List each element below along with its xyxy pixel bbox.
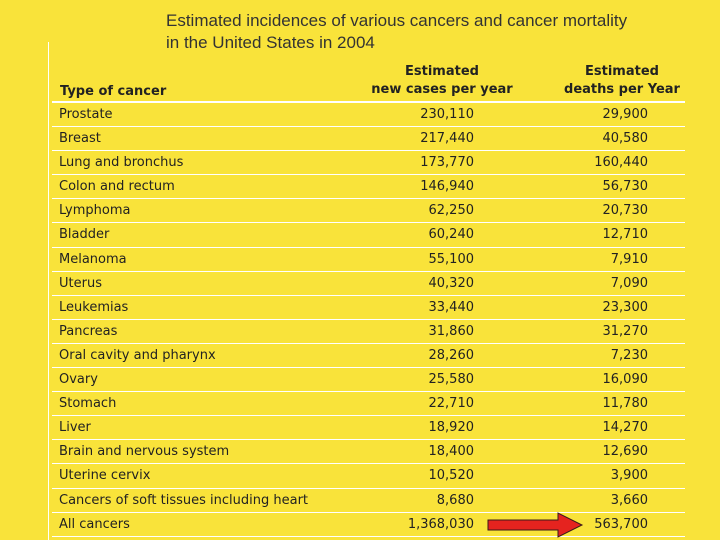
cases-cell: 25,580 (428, 372, 475, 388)
cases-cell: 62,250 (428, 203, 475, 219)
deaths-cell: 3,900 (610, 468, 648, 484)
table-row: Leukemias 33,440 23,300 (52, 296, 685, 320)
title-line-2: in the United States in 2004 (166, 33, 375, 52)
table-row: Ovary 25,580 16,090 (52, 368, 685, 393)
header-cases-line2: new cases per year (371, 82, 513, 97)
cases-cell: 55,100 (428, 251, 475, 267)
header-deaths-line1: Estimated (585, 64, 659, 79)
cases-cell: 217,440 (420, 131, 474, 147)
deaths-cell: 31,270 (602, 323, 649, 339)
table-row: Pancreas 31,860 31,270 (52, 320, 685, 344)
deaths-cell: 56,730 (602, 179, 649, 195)
table-row: Brain and nervous system 18,400 12,690 (52, 440, 685, 465)
deaths-cell: 12,690 (602, 444, 649, 460)
header-deaths-line2: deaths per Year (564, 82, 680, 97)
cases-cell: 18,400 (428, 444, 475, 460)
cancer-table: Type of cancer Estimated new cases per y… (52, 58, 685, 537)
cases-cell: 33,440 (428, 299, 475, 315)
cases-cell: 1,368,030 (407, 516, 474, 532)
cancer-type-cell: Lung and bronchus (59, 155, 184, 171)
cancer-type-cell: Stomach (59, 396, 117, 412)
deaths-cell: 11,780 (602, 396, 649, 412)
header-type: Type of cancer (60, 84, 167, 99)
header-cases-line1: Estimated (405, 64, 479, 79)
deaths-cell: 160,440 (594, 155, 648, 171)
left-divider (48, 42, 49, 540)
cases-cell: 10,520 (428, 468, 475, 484)
cases-cell: 8,680 (436, 492, 474, 508)
deaths-cell: 12,710 (602, 227, 649, 243)
deaths-cell: 14,270 (602, 420, 649, 436)
table-row: Uterus 40,320 7,090 (52, 272, 685, 296)
table-row: Colon and rectum 146,940 56,730 (52, 175, 685, 200)
table-row: Bladder 60,240 12,710 (52, 223, 685, 248)
deaths-cell: 16,090 (602, 372, 649, 388)
title-line-1: Estimated incidences of various cancers … (166, 11, 628, 30)
cancer-type-cell: Breast (59, 131, 101, 147)
cancer-type-cell: Ovary (59, 372, 98, 388)
table-row: Uterine cervix 10,520 3,900 (52, 464, 685, 489)
table-row: Stomach 22,710 11,780 (52, 392, 685, 417)
deaths-cell: 7,910 (610, 251, 648, 267)
cancer-type-cell: Colon and rectum (59, 179, 175, 195)
table-row: Melanoma 55,100 7,910 (52, 248, 685, 272)
cancer-type-cell: Lymphoma (59, 203, 131, 219)
cancer-type-cell: Melanoma (59, 251, 127, 267)
table-row: Oral cavity and pharynx 28,260 7,230 (52, 344, 685, 369)
deaths-cell: 7,230 (610, 347, 648, 363)
table-header: Type of cancer Estimated new cases per y… (52, 58, 685, 103)
red-arrow-icon (487, 512, 584, 538)
cases-cell: 230,110 (420, 107, 474, 122)
cancer-type-cell: Bladder (59, 227, 110, 243)
deaths-cell: 563,700 (594, 516, 648, 532)
table-row: Prostate 230,110 29,900 (52, 103, 685, 128)
cancer-type-cell: All cancers (59, 516, 130, 532)
table-row: Lung and bronchus 173,770 160,440 (52, 151, 685, 176)
cancer-type-cell: Oral cavity and pharynx (59, 347, 216, 363)
cases-cell: 22,710 (428, 396, 475, 412)
cancer-type-cell: Brain and nervous system (59, 444, 230, 460)
cases-cell: 173,770 (420, 155, 474, 171)
table-row: Breast 217,440 40,580 (52, 127, 685, 152)
slide-title: Estimated incidences of various cancers … (166, 10, 627, 54)
deaths-cell: 29,900 (602, 107, 649, 122)
deaths-cell: 3,660 (610, 492, 648, 508)
table-row: Lymphoma 62,250 20,730 (52, 199, 685, 224)
header-deaths: Estimated deaths per Year (552, 63, 692, 99)
deaths-cell: 7,090 (610, 275, 648, 291)
cancer-type-cell: Cancers of soft tissues including heart (59, 492, 309, 508)
cancer-type-cell: Leukemias (59, 299, 129, 315)
table-row: All cancers 1,368,030 563,700 (52, 513, 685, 537)
cancer-type-cell: Uterus (59, 275, 102, 291)
cancer-type-cell: Prostate (59, 107, 113, 122)
cancer-type-cell: Liver (59, 420, 91, 436)
cases-cell: 18,920 (428, 420, 475, 436)
cancer-type-cell: Pancreas (59, 323, 118, 339)
table-row: Cancers of soft tissues including heart 8… (52, 489, 685, 513)
cases-cell: 146,940 (420, 179, 474, 195)
deaths-cell: 20,730 (602, 203, 649, 219)
table-row: Liver 18,920 14,270 (52, 416, 685, 441)
deaths-cell: 23,300 (602, 299, 649, 315)
cases-cell: 28,260 (428, 347, 475, 363)
cases-cell: 31,860 (428, 323, 475, 339)
cancer-type-cell: Uterine cervix (59, 468, 151, 484)
table-body: Prostate 230,110 29,900 Breast 217,440 40,580… (52, 103, 685, 537)
cases-cell: 40,320 (428, 275, 475, 291)
cases-cell: 60,240 (428, 227, 475, 243)
deaths-cell: 40,580 (602, 131, 649, 147)
header-cases: Estimated new cases per year (357, 63, 527, 99)
